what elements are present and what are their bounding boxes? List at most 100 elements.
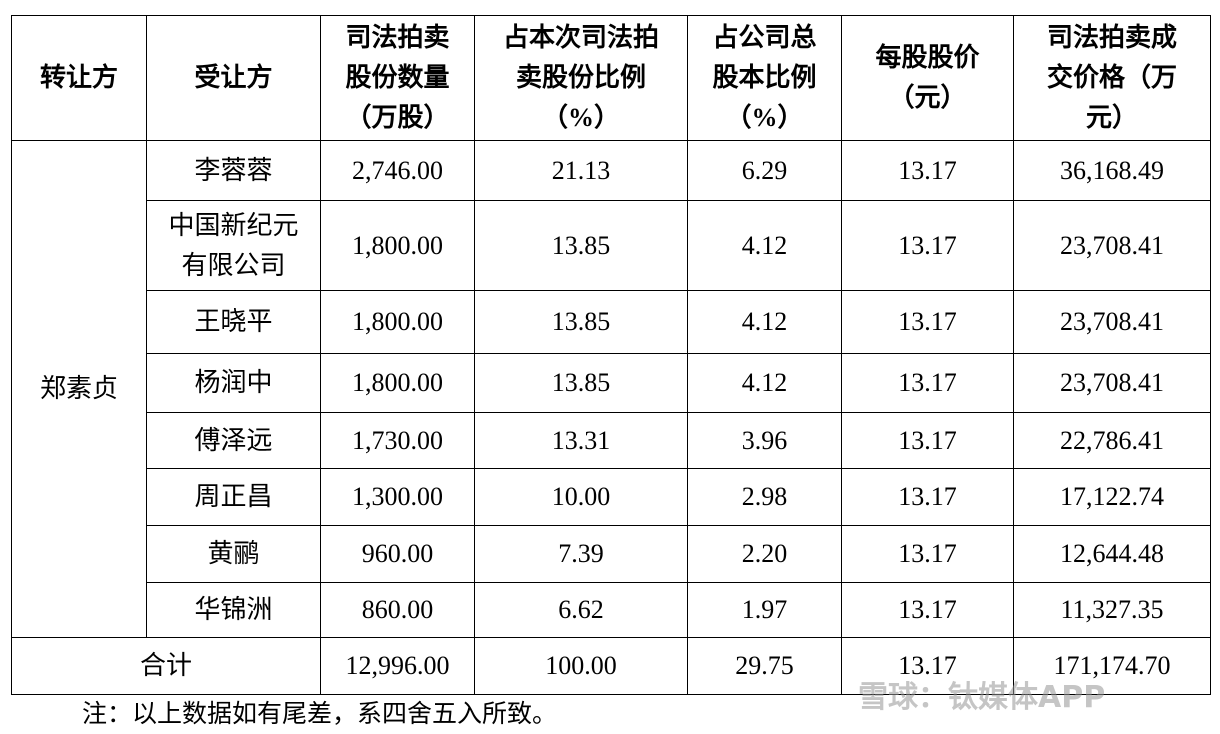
header-cell: 司法拍卖成 交价格（万 元） bbox=[1013, 15, 1211, 141]
table-cell: 23,708.41 bbox=[1013, 200, 1211, 291]
table-cell: 华锦洲 bbox=[146, 582, 321, 638]
table-cell: 1,800.00 bbox=[320, 200, 475, 291]
table-cell: 2.20 bbox=[687, 525, 842, 583]
cell-text: 4.12 bbox=[741, 230, 788, 260]
total-label: 合计 bbox=[11, 637, 321, 695]
table-cell: 13.85 bbox=[474, 353, 688, 413]
cell-text: 13.31 bbox=[551, 425, 611, 455]
cell-text: 23,708.41 bbox=[1060, 368, 1164, 397]
header-cell: 司法拍卖股份数量 （万股） bbox=[320, 15, 475, 141]
header-line: 司法拍卖 bbox=[345, 23, 450, 52]
cell-text: 1,730.00 bbox=[352, 425, 443, 455]
header-line: 股份数量 bbox=[345, 63, 450, 92]
cell-text: 13.17 bbox=[898, 539, 957, 568]
table-cell: 13.17 bbox=[841, 140, 1014, 201]
cell-text: 36,168.49 bbox=[1060, 155, 1164, 185]
header-cell: 转让方 bbox=[11, 15, 147, 141]
table-row: 傅泽远 1,730.00 13.31 3.96 13.17 22,786.41 bbox=[12, 412, 1211, 469]
cell-text: 6.62 bbox=[558, 595, 604, 624]
cell-text: 4.12 bbox=[741, 307, 788, 336]
cell-text: 10.00 bbox=[551, 482, 611, 511]
table-cell: 3.96 bbox=[687, 412, 842, 469]
cell-text: 12,644.48 bbox=[1060, 539, 1164, 568]
table-cell: 13.85 bbox=[474, 200, 688, 291]
cell-text: 13.17 bbox=[898, 595, 957, 624]
total-cell: 171,174.70 bbox=[1013, 637, 1211, 695]
table-cell: 23,708.41 bbox=[1013, 290, 1211, 354]
table-cell: 4.12 bbox=[687, 200, 842, 291]
cell-text: 2.20 bbox=[741, 539, 788, 568]
transferor-cell: 郑素贞 bbox=[11, 140, 147, 638]
header-line: 受让方 bbox=[194, 63, 273, 92]
table-cell: 10.00 bbox=[474, 468, 688, 526]
table-cell: 周正昌 bbox=[146, 468, 321, 526]
header-line: 占公司总 bbox=[712, 23, 817, 52]
header-line: 每股股价 bbox=[875, 43, 980, 72]
header-cell: 占本次司法拍 卖股份比例 （%） bbox=[474, 15, 688, 141]
table-cell: 13.17 bbox=[841, 412, 1014, 469]
table-cell: 21.13 bbox=[474, 140, 688, 201]
table-cell: 22,786.41 bbox=[1013, 412, 1211, 469]
table-row: 王晓平 1,800.00 13.85 4.12 13.17 23,708.41 bbox=[12, 290, 1211, 354]
header-line: 占本次司法拍 bbox=[502, 23, 659, 52]
table-row: 周正昌 1,300.00 10.00 2.98 13.17 17,122.74 bbox=[12, 468, 1211, 526]
header-line: 元） bbox=[1085, 103, 1138, 132]
table-cell: 王晓平 bbox=[146, 290, 321, 354]
total-cell: 29.75 bbox=[687, 637, 842, 695]
table-cell: 4.12 bbox=[687, 353, 842, 413]
table-cell: 4.12 bbox=[687, 290, 842, 354]
cell-text: 13.85 bbox=[551, 368, 611, 397]
table-cell: 6.29 bbox=[687, 140, 842, 201]
table-cell: 1,730.00 bbox=[320, 412, 475, 469]
header-line: （元） bbox=[888, 83, 967, 112]
transferee-name: 黄鹂 bbox=[207, 539, 260, 568]
cell-text: 21.13 bbox=[551, 155, 611, 185]
cell-text: 13.17 bbox=[898, 307, 957, 336]
header-line: 转让方 bbox=[39, 63, 118, 92]
cell-text: 4.12 bbox=[741, 368, 788, 397]
table-cell: 6.62 bbox=[474, 582, 688, 638]
cell-text: 13.17 bbox=[898, 482, 957, 511]
table-cell: 13.17 bbox=[841, 353, 1014, 413]
header-cell: 占公司总 股本比例 （%） bbox=[687, 15, 842, 141]
transferee-name: 中国新纪元有限公司 bbox=[168, 210, 299, 280]
transferee-name: 华锦洲 bbox=[194, 595, 273, 624]
table-cell: 13.31 bbox=[474, 412, 688, 469]
table-cell: 23,708.41 bbox=[1013, 353, 1211, 413]
data-table: 转让方 受让方 司法拍卖 股份数量 （万股） 占本次司法拍 卖股份比例 （%） 占公司总 股本比例… bbox=[11, 15, 1211, 695]
transferee-name: 杨润中 bbox=[194, 368, 273, 397]
table-cell: 傅泽远 bbox=[146, 412, 321, 469]
header-line: 卖股份比例 bbox=[515, 63, 646, 92]
header-cell: 受让方 bbox=[146, 15, 321, 141]
total-row: 合计 12,996.00 100.00 29.75 13.17 171,174.70 bbox=[11, 637, 1211, 695]
transferee-name: 傅泽远 bbox=[194, 425, 273, 455]
table-cell: 13.85 bbox=[474, 290, 688, 354]
table-cell: 2,746.00 bbox=[320, 140, 475, 201]
header-cell: 每股股价 （元） bbox=[841, 15, 1014, 141]
cell-text: 1,300.00 bbox=[352, 482, 443, 511]
table-cell: 12,644.48 bbox=[1013, 525, 1211, 583]
table-cell: 中国新纪元有限公司 bbox=[146, 200, 321, 291]
header-line: （万股） bbox=[345, 103, 450, 132]
cell-text: 11,327.35 bbox=[1060, 595, 1164, 624]
header-line: （%） bbox=[725, 103, 804, 132]
transferee-name: 李蓉蓉 bbox=[194, 155, 273, 185]
table-cell: 13.17 bbox=[841, 468, 1014, 526]
cell-text: 6.29 bbox=[741, 155, 788, 185]
header-line: 交价格（万 bbox=[1046, 63, 1177, 92]
table-cell: 13.17 bbox=[841, 525, 1014, 583]
header-line: （%） bbox=[541, 103, 620, 132]
watermark: 雪球：钛媒体APP bbox=[858, 680, 1106, 715]
total-cell: 13.17 bbox=[841, 637, 1014, 695]
table-cell: 黄鹂 bbox=[146, 525, 321, 583]
table-cell: 1,800.00 bbox=[320, 353, 475, 413]
table-row: 华锦洲 860.00 6.62 1.97 13.17 11,327.35 bbox=[12, 582, 1211, 638]
cell-text: 23,708.41 bbox=[1060, 230, 1164, 260]
table-cell: 李蓉蓉 bbox=[146, 140, 321, 201]
cell-text: 2,746.00 bbox=[352, 155, 443, 185]
table-cell: 36,168.49 bbox=[1013, 140, 1211, 201]
table-row: 郑素贞 李蓉蓉 2,746.00 21.13 6.29 13.17 36,168.49 bbox=[11, 140, 1211, 638]
total-cell: 100.00 bbox=[474, 637, 688, 695]
cell-text: 860.00 bbox=[361, 595, 434, 624]
